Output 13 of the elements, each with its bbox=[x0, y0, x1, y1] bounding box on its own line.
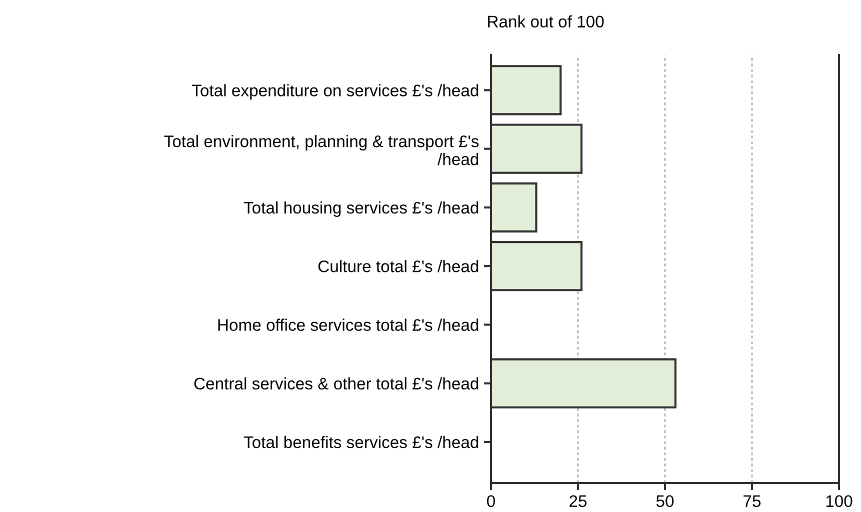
x-tick-label: 25 bbox=[570, 495, 587, 508]
y-tick-label: Home office services total £'s /head bbox=[218, 318, 478, 331]
y-tick-label: Central services & other total £'s /head bbox=[194, 377, 478, 390]
y-tick-label: Total housing services £'s /head bbox=[244, 201, 478, 217]
x-tick-label: 0 bbox=[487, 495, 495, 508]
chart-title: Rank out of 100 bbox=[488, 15, 604, 28]
y-tick-label: Culture total £'s /head bbox=[318, 260, 478, 272]
y-tick-label: Total expenditure on services £'s /head bbox=[192, 84, 478, 100]
y-tick-label: Total benefits services £'s /head bbox=[244, 436, 478, 448]
x-tick-label: 100 bbox=[826, 495, 852, 508]
x-tick-label: 50 bbox=[656, 495, 674, 508]
y-tick-label: Total environment, planning & transport £'s /head bbox=[164, 135, 479, 166]
x-tick-label: 75 bbox=[744, 495, 761, 508]
